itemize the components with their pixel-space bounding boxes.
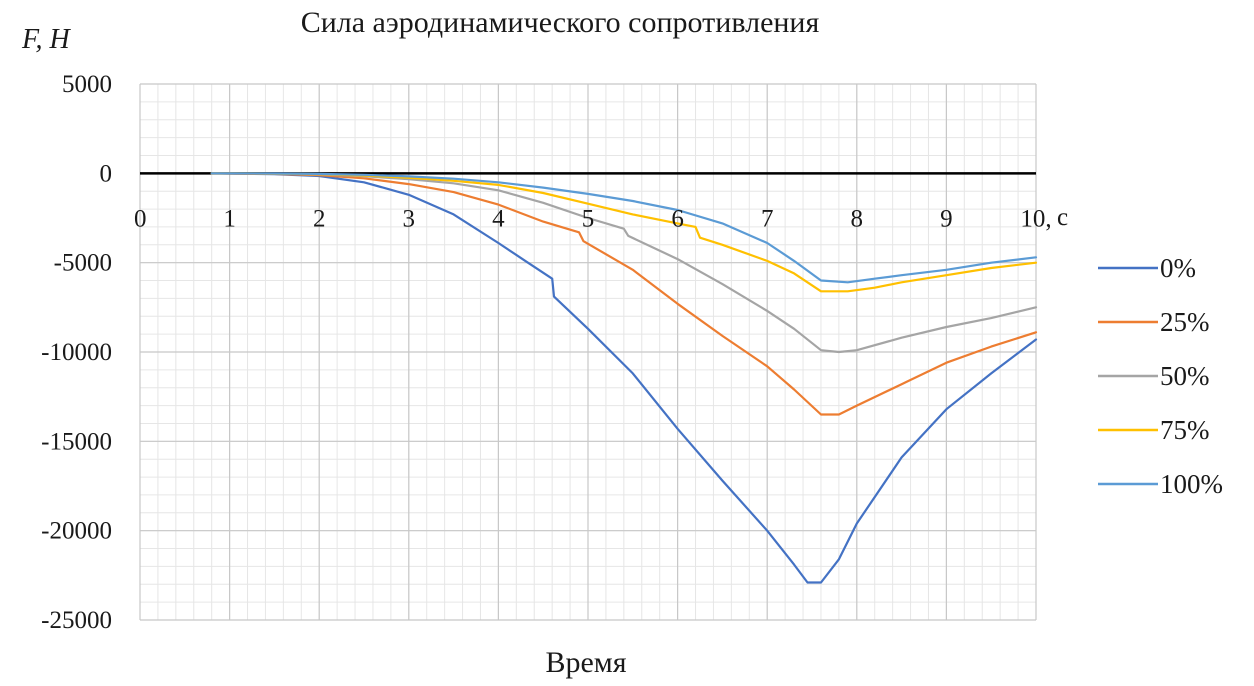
y-tick-label: -25000 [41,607,112,634]
series-line [210,172,1038,584]
y-tick-label: -10000 [41,339,112,366]
x-tick-label: 9 [940,205,953,232]
x-tick-label: 2 [313,205,326,232]
series-line [210,172,1038,416]
y-axis-tick-labels: 5000 0 -5000 -10000 -15000 -20000 -25000 [41,71,112,634]
x-tick-label: 10, [1020,205,1051,232]
major-gridlines [139,83,1037,621]
legend-label: 25% [1160,307,1210,337]
x-axis-unit-label: с [1057,204,1068,231]
chart-title: Сила аэродинамического сопротивления [301,6,820,39]
legend-label: 50% [1160,361,1210,391]
legend-label: 0% [1160,253,1196,283]
legend-label: 100% [1160,469,1223,499]
x-tick-label: 1 [223,205,236,232]
x-tick-label: 6 [671,205,684,232]
legend: 0% 25% 50% 75% 100% [1098,253,1223,499]
legend-label: 75% [1160,415,1210,445]
x-tick-label: 5 [582,205,595,232]
x-axis-tick-labels: 0 1 2 3 4 5 6 7 8 9 10, [134,205,1052,232]
y-axis-label: F, H [21,24,71,55]
series-lines [210,172,1038,584]
y-tick-label: -15000 [41,428,112,455]
x-axis-label: Время [545,646,626,679]
x-tick-label: 4 [492,205,505,232]
x-tick-label: 0 [134,205,147,232]
y-tick-label: 5000 [62,71,112,98]
y-tick-label: -20000 [41,518,112,545]
x-tick-label: 7 [761,205,774,232]
series-line [210,172,1038,284]
y-tick-label: 0 [100,160,113,187]
y-tick-label: -5000 [54,250,112,277]
x-tick-label: 3 [403,205,416,232]
x-tick-label: 8 [851,205,864,232]
series-line [210,172,1038,293]
